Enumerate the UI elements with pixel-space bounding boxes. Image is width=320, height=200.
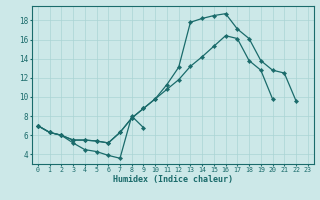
X-axis label: Humidex (Indice chaleur): Humidex (Indice chaleur) [113, 175, 233, 184]
